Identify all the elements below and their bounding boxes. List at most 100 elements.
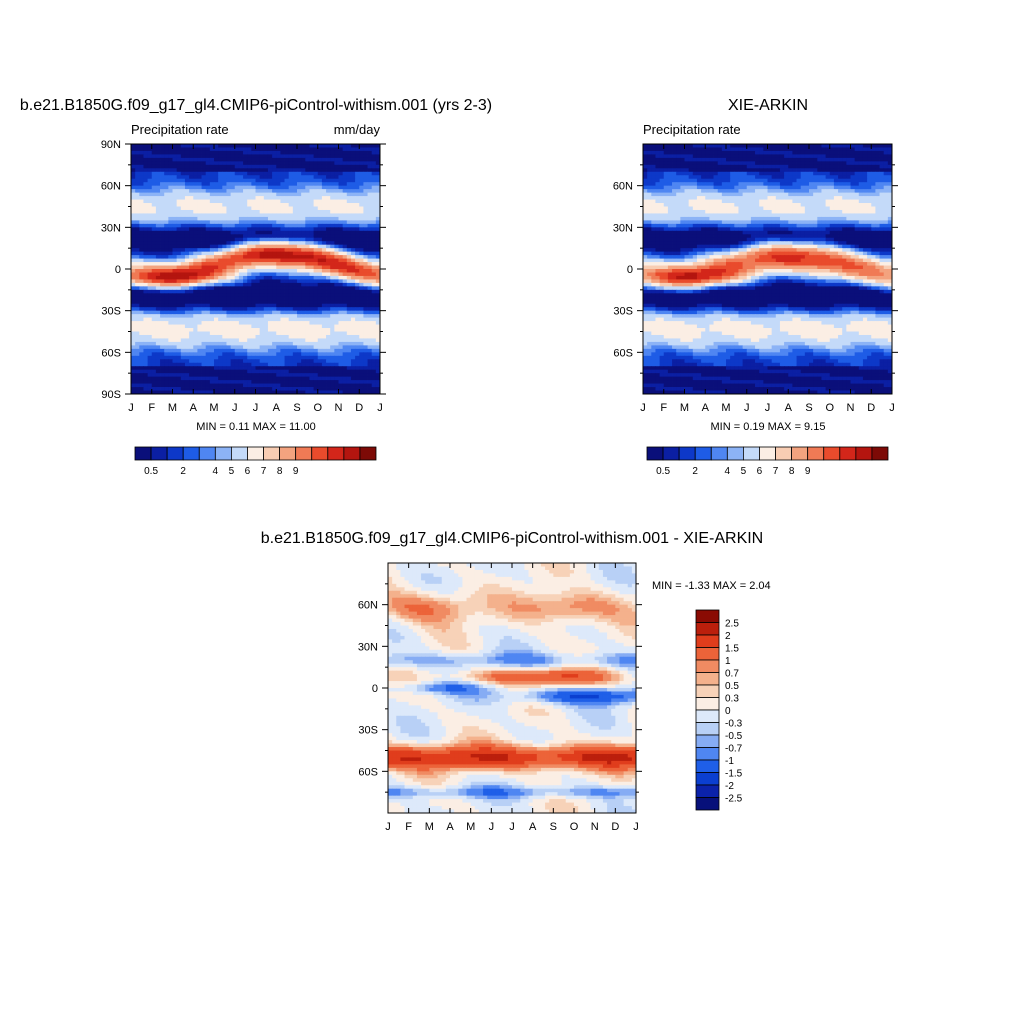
contour-cell — [267, 348, 273, 353]
contour-cell — [155, 196, 161, 200]
contour-cell — [230, 328, 236, 332]
contour-cell — [371, 272, 377, 277]
contour-cell — [238, 296, 244, 301]
contour-cell — [350, 269, 356, 273]
contour-cell — [367, 345, 373, 350]
contour-cell — [230, 196, 236, 200]
contour-cell — [160, 282, 165, 287]
contour-cell — [205, 216, 211, 221]
contour-cell — [272, 362, 277, 367]
contour-cell — [184, 237, 190, 242]
contour-cell — [255, 317, 261, 322]
contour-cell — [234, 334, 240, 339]
contour-cell — [164, 380, 169, 384]
contour-cell — [259, 366, 265, 371]
contour-cell — [272, 338, 277, 343]
contour-cell — [701, 144, 706, 148]
contour-cell — [201, 310, 207, 315]
contour-cell — [135, 303, 140, 308]
contour-cell — [155, 251, 161, 256]
contour-cell — [321, 196, 327, 200]
contour-cell — [168, 338, 173, 343]
contour-cell — [301, 255, 306, 259]
contour-cell — [160, 237, 165, 242]
contour-cell — [680, 147, 685, 152]
contour-cell — [643, 147, 648, 152]
contour-cell — [359, 359, 364, 364]
contour-cell — [205, 390, 211, 395]
contour-cell — [284, 203, 290, 207]
contour-cell — [255, 168, 261, 173]
contour-cell — [350, 383, 356, 388]
contour-cell — [280, 150, 285, 155]
contour-cell — [164, 324, 169, 329]
contour-cell — [155, 279, 161, 284]
contour-cell — [796, 168, 802, 173]
contour-cell — [313, 390, 319, 395]
contour-cell — [338, 383, 344, 388]
contour-cell — [164, 300, 169, 305]
contour-cell — [135, 390, 140, 395]
contour-cell — [330, 355, 335, 360]
contour-cell — [259, 341, 265, 346]
contour-cell — [193, 189, 198, 194]
contour-cell — [247, 171, 252, 176]
contour-cell — [176, 303, 182, 308]
contour-cell — [775, 168, 781, 173]
contour-cell — [267, 241, 273, 246]
contour-cell — [759, 161, 764, 166]
contour-cell — [817, 164, 822, 169]
contour-cell — [205, 203, 211, 207]
contour-cell — [297, 209, 302, 214]
contour-cell — [184, 331, 190, 336]
contour-cell — [147, 383, 153, 388]
contour-cell — [131, 178, 136, 183]
contour-cell — [330, 369, 335, 374]
contour-cell — [309, 178, 314, 183]
contour-cell — [131, 203, 136, 207]
contour-cell — [363, 373, 368, 378]
contour-cell — [251, 258, 256, 263]
contour-cell — [193, 150, 198, 155]
contour-cell — [263, 279, 269, 284]
contour-cell — [255, 334, 261, 339]
contour-cell — [135, 209, 140, 214]
contour-cell — [180, 296, 186, 301]
contour-cell — [247, 376, 252, 381]
panel1-title: b.e21.B1850G.f09_g17_gl4.CMIP6-piControl… — [20, 97, 492, 114]
contour-cell — [359, 255, 364, 259]
contour-cell — [350, 328, 356, 332]
contour-cell — [176, 376, 182, 381]
contour-cell — [180, 380, 186, 384]
contour-cell — [288, 373, 294, 378]
contour-cell — [813, 164, 818, 169]
contour-cell — [255, 185, 261, 190]
contour-cell — [180, 390, 186, 395]
contour-cell — [363, 317, 368, 322]
contour-cell — [301, 275, 306, 280]
contour-cell — [334, 171, 339, 176]
contour-cell — [692, 171, 698, 176]
contour-cell — [346, 216, 352, 221]
contour-cell — [305, 248, 310, 253]
contour-cell — [189, 362, 194, 367]
contour-cell — [363, 380, 368, 384]
contour-cell — [218, 300, 223, 305]
contour-cell — [334, 150, 339, 155]
contour-cell — [338, 390, 344, 395]
contour-cell — [317, 230, 323, 235]
contour-cell — [334, 213, 339, 218]
contour-cell — [147, 366, 153, 371]
contour-cell — [214, 282, 219, 287]
contour-cell — [193, 359, 198, 364]
contour-cell — [321, 373, 327, 378]
contour-cell — [243, 314, 248, 319]
contour-cell — [230, 275, 236, 280]
contour-cell — [280, 376, 285, 381]
contour-cell — [147, 182, 153, 187]
contour-cell — [346, 296, 352, 301]
contour-cell — [172, 164, 178, 169]
contour-cell — [160, 331, 165, 336]
contour-cell — [168, 154, 173, 159]
contour-cell — [663, 150, 669, 155]
